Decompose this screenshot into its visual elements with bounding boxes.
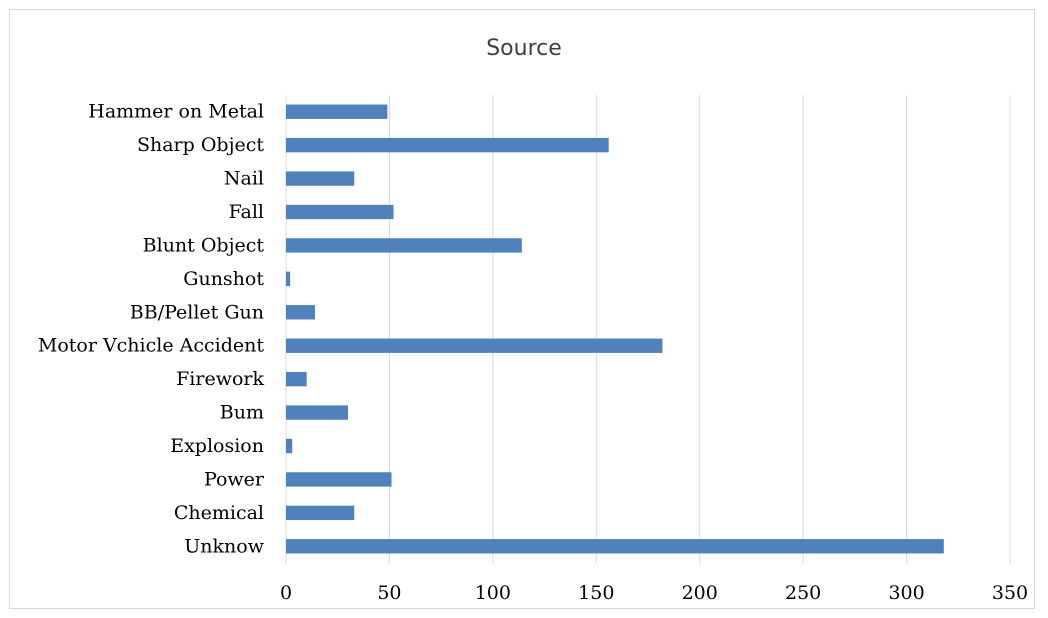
bar — [286, 505, 355, 521]
category-label: Sharp Object — [137, 134, 264, 156]
x-tick-label: 350 — [992, 582, 1028, 604]
category-label: Motor Vchicle Accident — [38, 335, 264, 357]
category-label: Firework — [176, 368, 264, 390]
bar — [286, 371, 307, 387]
chart-title: Source — [486, 36, 562, 61]
gridlines — [285, 95, 1011, 563]
bar — [286, 204, 394, 220]
category-label: Nail — [224, 168, 264, 190]
chart-area — [9, 9, 1035, 609]
bar — [286, 271, 291, 287]
x-tick-label: 250 — [785, 582, 821, 604]
bar — [286, 438, 293, 454]
bars — [286, 104, 944, 554]
bar — [286, 305, 315, 320]
bar — [286, 104, 388, 119]
category-labels: Hammer on Metal Sharp Object Nail Fall Blunt… — [38, 101, 265, 558]
category-label: Blunt Object — [143, 234, 265, 256]
x-tick-label: 300 — [888, 582, 924, 604]
category-label: Power — [204, 468, 265, 490]
category-label: Bum — [220, 402, 264, 424]
x-tick-label: 200 — [682, 582, 718, 604]
category-label: Explosion — [170, 435, 264, 457]
category-label: Unknow — [184, 535, 264, 557]
bar — [286, 472, 392, 487]
bar — [286, 338, 663, 353]
category-label: Chemical — [174, 502, 264, 524]
bar — [286, 405, 349, 420]
x-tick-label: 0 — [280, 582, 292, 604]
bar — [286, 539, 944, 554]
x-tick-label: 50 — [377, 582, 401, 604]
category-label: Fall — [229, 201, 264, 223]
category-label: Gunshot — [183, 268, 264, 290]
bar — [286, 137, 609, 153]
category-label: BB/Pellet Gun — [130, 301, 264, 323]
x-tick-label: 150 — [578, 582, 614, 604]
category-label: Hammer on Metal — [88, 101, 264, 123]
bar — [286, 171, 355, 186]
bar — [286, 238, 522, 253]
x-tick-labels: 0 50 100 150 200 250 300 350 — [280, 582, 1028, 604]
x-tick-label: 100 — [475, 582, 511, 604]
